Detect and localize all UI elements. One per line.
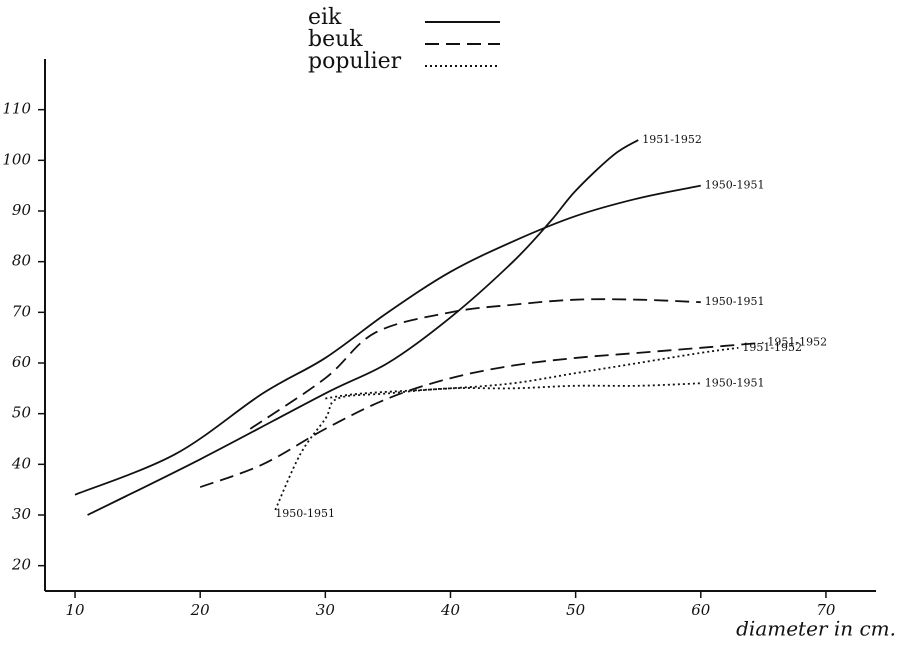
x-tick-label: 60 <box>691 601 711 619</box>
x-tick-label: 50 <box>566 601 586 619</box>
line-label: 1951-1952 <box>742 341 802 354</box>
legend-label: populier <box>308 49 402 74</box>
line-label: 1950-1951 <box>705 179 765 192</box>
y-tick-label: 50 <box>12 404 32 422</box>
y-tick-label: 70 <box>12 302 32 320</box>
data-line <box>249 298 701 430</box>
y-tick-label: 40 <box>11 454 32 472</box>
legend-label: beuk <box>308 27 363 52</box>
line-label: 1951-1952 <box>767 336 827 349</box>
data-line <box>274 382 701 511</box>
data-line <box>325 346 739 400</box>
y-tick-label: 110 <box>2 100 31 118</box>
x-tick-label: 40 <box>440 601 461 619</box>
data-line <box>74 184 701 496</box>
y-tick-label: 100 <box>2 150 31 168</box>
data-line <box>199 341 764 488</box>
data-line <box>87 139 639 516</box>
y-tick-label: 20 <box>11 556 32 574</box>
y-tick-label: 90 <box>12 201 32 219</box>
line-label: 1951-1952 <box>642 133 702 146</box>
line-label: 1950-1951 <box>705 295 765 308</box>
x-tick-label: 20 <box>190 601 211 619</box>
y-tick-label: 80 <box>12 252 32 270</box>
line-label: 1950-1951 <box>705 376 765 389</box>
line-label: 1950-1951 <box>275 507 335 520</box>
x-tick-label: 10 <box>65 601 85 619</box>
x-tick-label: 30 <box>316 601 336 619</box>
x-axis-label: diameter in cm. <box>736 617 896 641</box>
y-tick-label: 60 <box>12 353 32 371</box>
x-tick-label: 70 <box>816 601 836 619</box>
y-tick-label: 30 <box>12 505 32 523</box>
legend-label: eik <box>308 5 342 30</box>
